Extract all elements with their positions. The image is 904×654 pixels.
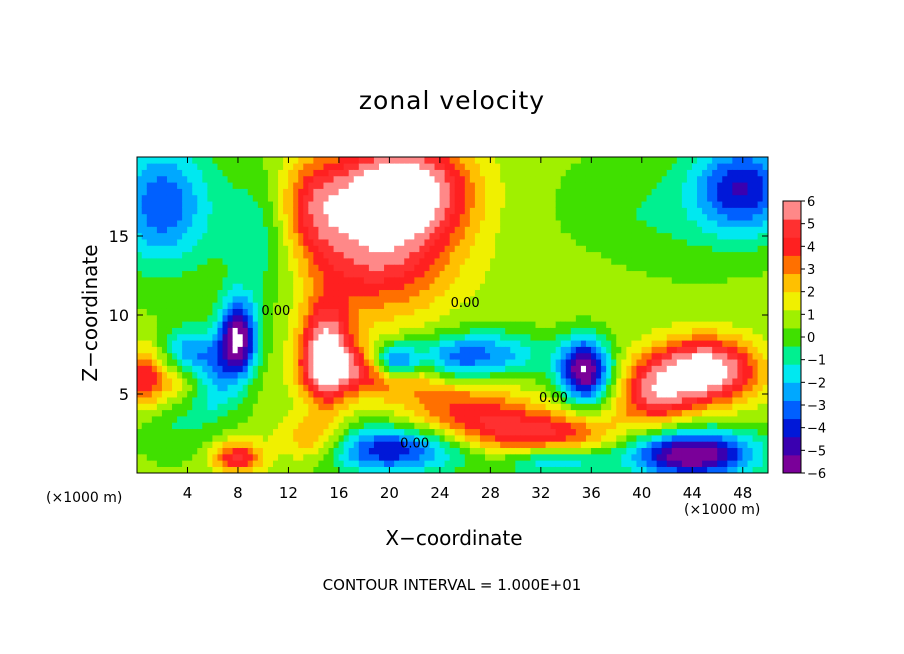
contour-label-3: 0.00 bbox=[400, 437, 429, 452]
colorbar-tick-label--3: −3 bbox=[807, 399, 826, 414]
x-tick-label-40: 40 bbox=[632, 484, 651, 502]
colorbar-swatch-10 bbox=[783, 273, 801, 293]
colorbar-swatch-2 bbox=[783, 418, 801, 438]
x-tick-label-24: 24 bbox=[430, 484, 449, 502]
colorbar-tick-label--6: −6 bbox=[807, 467, 826, 482]
colorbar-tick-label--4: −4 bbox=[807, 422, 826, 437]
heatmap-field bbox=[137, 157, 768, 473]
colorbar-tick-label--2: −2 bbox=[807, 376, 826, 391]
x-tick-label-16: 16 bbox=[329, 484, 348, 502]
y-tick-label-10: 10 bbox=[109, 306, 129, 325]
y-tick-label-5: 5 bbox=[119, 385, 129, 404]
colorbar-swatch-3 bbox=[783, 400, 801, 420]
chart-title: zonal velocity bbox=[358, 86, 546, 115]
x-tick-label-44: 44 bbox=[683, 484, 702, 502]
colorbar-swatch-12 bbox=[783, 237, 801, 256]
colorbar-swatch-11 bbox=[783, 255, 801, 275]
colorbar-swatch-13 bbox=[783, 219, 801, 238]
contour-label-0: 0.00 bbox=[451, 296, 480, 311]
colorbar-swatch-4 bbox=[783, 382, 801, 401]
contour-interval-note: CONTOUR INTERVAL = 1.000E+01 bbox=[322, 576, 582, 594]
x-unit-label-right: (×1000 m) bbox=[684, 502, 761, 518]
colorbar-swatch-8 bbox=[783, 309, 801, 329]
contour-lines: 0.00 0.00 0.00 0.00 bbox=[261, 296, 568, 452]
colorbar-tick-label-1: 1 bbox=[807, 308, 815, 323]
x-tick-label-20: 20 bbox=[380, 484, 399, 502]
y-tick-label-15: 15 bbox=[109, 227, 129, 246]
colorbar-swatch-5 bbox=[783, 364, 801, 383]
colorbar-swatch-6 bbox=[783, 346, 801, 365]
x-tick-label-32: 32 bbox=[531, 484, 550, 502]
x-tick-label-8: 8 bbox=[233, 484, 243, 502]
heatmap-cells bbox=[137, 157, 768, 473]
colorbar-tick-label-2: 2 bbox=[807, 286, 815, 301]
x-tick-label-4: 4 bbox=[183, 484, 193, 502]
colorbar-swatch-14 bbox=[783, 201, 801, 220]
colorbar: 6 5 4 3 2 1 0 −1 −2 −3 −4 −5 −6 bbox=[782, 195, 826, 482]
colorbar-tick-label-4: 4 bbox=[807, 240, 815, 255]
colorbar-swatch-9 bbox=[783, 291, 801, 311]
x-tick-label-48: 48 bbox=[733, 484, 752, 502]
x-unit-label-left: (×1000 m) bbox=[46, 490, 123, 506]
contour-label-1: 0.00 bbox=[261, 304, 290, 319]
contour-label-2: 0.00 bbox=[539, 391, 568, 406]
x-tick-label-12: 12 bbox=[279, 484, 298, 502]
colorbar-swatch-1 bbox=[783, 436, 801, 456]
colorbar-tick-label-0: 0 bbox=[807, 331, 815, 346]
colorbar-tick-label-6: 6 bbox=[807, 195, 815, 210]
colorbar-swatch-0 bbox=[783, 454, 801, 474]
x-tick-label-36: 36 bbox=[582, 484, 601, 502]
colorbar-tick-label--1: −1 bbox=[807, 354, 826, 369]
x-axis-label: X−coordinate bbox=[385, 526, 523, 550]
colorbar-tick-label-3: 3 bbox=[807, 263, 815, 278]
x-tick-label-28: 28 bbox=[481, 484, 500, 502]
colorbar-tick-label--5: −5 bbox=[807, 444, 826, 459]
colorbar-swatch-7 bbox=[783, 327, 801, 347]
colorbar-tick-label-5: 5 bbox=[807, 218, 815, 233]
